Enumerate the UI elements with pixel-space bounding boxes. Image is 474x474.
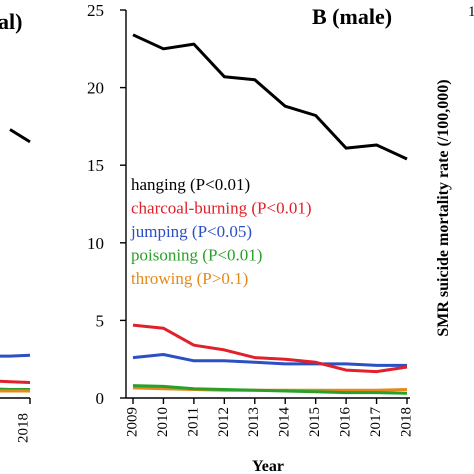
legend-entry-poisoning: poisoning (P<0.01)	[131, 246, 262, 265]
series-line-charcoal-burning	[132, 323, 408, 374]
x-tick-label: 2011	[185, 407, 201, 436]
y-tick-label: 5	[96, 311, 105, 330]
x-tick-label: 2016	[338, 407, 354, 438]
x-axis-ticks: 2009 2010 2011 2012 2013 2014 2015 2016 2017 2018	[124, 398, 414, 437]
x-tick-label: 2010	[155, 407, 171, 437]
x-tick-label: 2018	[398, 407, 414, 437]
left-series-line-hanging	[9, 128, 31, 144]
left-panel-lines	[0, 128, 31, 393]
right-panel-y-axis-label: SMR suicide mortality rate (/100,000)	[435, 79, 452, 336]
right-panel-y-tick-label: 1	[468, 4, 474, 20]
x-tick-label: 2012	[216, 407, 232, 437]
series-line-poisoning	[132, 384, 408, 395]
legend-entry-jumping: jumping (P<0.05)	[130, 222, 252, 241]
series-line-jumping	[132, 353, 407, 367]
y-tick-label: 25	[87, 1, 104, 20]
legend-entry-hanging: hanging (P<0.01)	[131, 175, 250, 194]
y-tick-label: 10	[87, 234, 104, 253]
left-panel-title: al)	[0, 9, 22, 34]
y-axis-ticks: 0 5 10 15 20 25	[87, 1, 126, 408]
x-tick-label: 2009	[124, 407, 140, 437]
right-panel: SMR suicide mortality rate (/100,000) 1	[435, 4, 474, 337]
chart-title: B (male)	[312, 4, 392, 29]
x-tick-label: 2013	[246, 407, 262, 437]
left-series-line-poisoning	[0, 387, 30, 391]
legend-entry-charcoal-burning: charcoal-burning (P<0.01)	[131, 199, 311, 218]
y-tick-label: 0	[96, 389, 105, 408]
y-tick-label: 20	[87, 79, 104, 98]
left-series-line-jumping	[0, 353, 31, 358]
y-tick-label: 15	[87, 156, 104, 175]
x-tick-label: 2015	[307, 407, 323, 437]
x-tick-label: 2014	[277, 407, 293, 438]
left-series-line-charcoal-burning	[0, 379, 31, 384]
legend-entry-throwing: throwing (P>0.1)	[131, 269, 248, 288]
series-line-hanging	[132, 33, 408, 161]
left-panel: al) 2018	[0, 9, 31, 443]
series-lines	[132, 33, 408, 395]
x-axis-label: Year	[252, 458, 284, 474]
x-tick-label: 2017	[368, 407, 384, 438]
left-panel-x-tick-label: 2018	[15, 413, 31, 443]
main-panel: B (male) 0 5 10 15 20 25 2009 2010 2011 2012 2013…	[87, 1, 414, 474]
legend: hanging (P<0.01) charcoal-burning (P<0.01…	[130, 175, 311, 288]
